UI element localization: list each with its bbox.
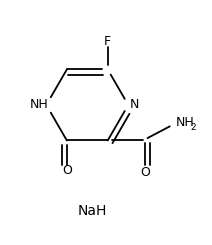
Text: N: N — [129, 98, 139, 111]
Text: NaH: NaH — [77, 204, 107, 219]
Text: F: F — [104, 35, 111, 48]
Text: NH: NH — [176, 116, 194, 129]
Text: O: O — [140, 166, 150, 179]
Text: 2: 2 — [191, 122, 197, 132]
Text: NH: NH — [30, 98, 49, 111]
Text: O: O — [62, 164, 72, 177]
